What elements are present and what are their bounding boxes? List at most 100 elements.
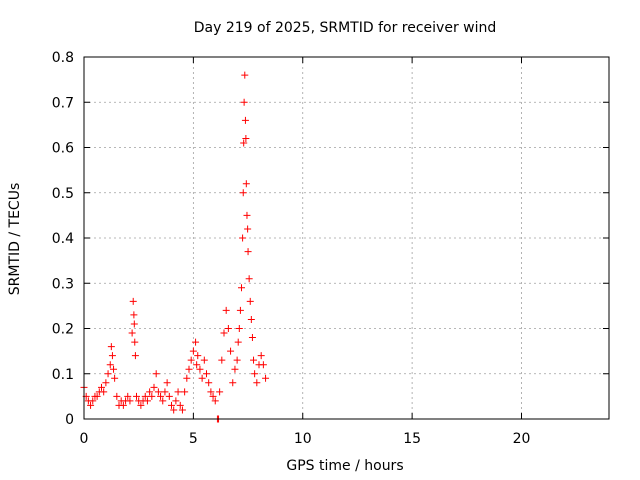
y-tick-label: 0.8 — [52, 50, 74, 66]
data-point — [216, 388, 224, 396]
data-point — [222, 306, 230, 314]
data-point — [133, 392, 140, 400]
data-point — [236, 306, 244, 314]
data-point — [152, 370, 160, 378]
data-point — [207, 388, 215, 396]
data-point — [131, 338, 139, 346]
data-point — [247, 315, 255, 323]
data-point — [233, 356, 241, 364]
y-tick-label: 0.6 — [52, 141, 74, 157]
data-point — [159, 397, 167, 405]
data-point — [174, 388, 182, 396]
data-point — [218, 356, 226, 364]
data-point — [107, 343, 115, 351]
data-point — [178, 406, 186, 414]
data-point — [220, 329, 228, 337]
data-point — [137, 401, 145, 409]
data-point — [242, 180, 250, 188]
x-tick-label: 20 — [513, 431, 531, 447]
data-point — [227, 347, 235, 355]
data-point — [130, 320, 138, 328]
x-tick-label: 10 — [294, 431, 312, 447]
data-point — [193, 361, 201, 369]
y-axis-label: SRMTID / TECUs — [7, 183, 23, 296]
data-point — [246, 297, 254, 305]
data-point — [240, 98, 248, 106]
data-point — [161, 388, 169, 396]
y-tick-label: 0.7 — [52, 95, 74, 111]
data-point — [141, 392, 149, 400]
data-point — [129, 297, 137, 305]
data-point — [100, 388, 108, 396]
data-point — [196, 365, 204, 373]
data-point — [198, 374, 206, 382]
data-point — [154, 388, 162, 396]
data-point — [238, 284, 245, 292]
data-point — [143, 397, 151, 405]
data-point — [163, 379, 171, 387]
data-point — [248, 334, 256, 342]
data-point — [262, 374, 270, 382]
data-point — [98, 383, 105, 391]
y-tick-label: 0.4 — [52, 231, 74, 247]
data-point — [102, 379, 110, 387]
data-point — [239, 189, 247, 197]
data-point — [209, 392, 217, 400]
data-point — [113, 392, 121, 400]
y-tick-label: 0.1 — [52, 367, 74, 383]
data-point — [235, 325, 243, 332]
chart-title: Day 219 of 2025, SRMTID for receiver win… — [194, 20, 497, 36]
data-point — [211, 397, 219, 405]
data-point — [234, 338, 242, 346]
data-point — [185, 365, 193, 373]
data-point — [111, 374, 119, 382]
grid-lines — [84, 57, 609, 419]
data-point — [130, 311, 138, 319]
data-point — [119, 401, 127, 409]
y-tick-label: 0.3 — [52, 276, 74, 292]
x-tick-label: 15 — [403, 431, 421, 447]
y-tick-label: 0.2 — [52, 322, 74, 338]
data-point — [168, 401, 175, 409]
data-point — [244, 248, 252, 256]
data-point — [124, 392, 132, 400]
data-point — [110, 365, 118, 373]
data-point — [150, 383, 158, 391]
data-point — [205, 379, 213, 387]
x-tick-label: 0 — [80, 431, 89, 447]
data-point — [165, 392, 173, 400]
y-tick-label: 0.5 — [52, 186, 74, 202]
data-point — [253, 379, 261, 387]
data-point — [192, 338, 200, 346]
data-point — [257, 352, 265, 360]
data-point — [203, 370, 210, 378]
data-point — [93, 392, 101, 400]
plot-frame — [83, 56, 610, 420]
data-point — [172, 397, 180, 405]
data-point — [244, 225, 252, 233]
data-point — [170, 406, 178, 414]
data-point — [131, 352, 139, 360]
data-point — [148, 392, 156, 400]
data-point — [87, 401, 95, 409]
data-point — [241, 116, 249, 124]
data-point — [239, 234, 247, 242]
data-point — [157, 392, 165, 400]
data-point — [146, 388, 154, 396]
data-point — [241, 71, 249, 79]
x-tick-label: 5 — [189, 431, 198, 447]
data-point — [224, 325, 232, 332]
data-point — [250, 356, 258, 364]
data-point — [229, 379, 237, 387]
data-point — [242, 134, 250, 142]
data-point — [187, 356, 195, 364]
y-tick-label: 0 — [65, 412, 74, 428]
data-point — [194, 352, 202, 360]
data-point — [243, 211, 251, 219]
data-points — [80, 71, 270, 423]
axis-ticks: 0 0.1 0.2 0.3 0.4 0.5 0.6 0.7 0.8 0 5 10 15 20 — [52, 50, 609, 447]
data-point — [183, 374, 191, 382]
data-point — [126, 397, 134, 405]
data-point — [106, 361, 114, 369]
